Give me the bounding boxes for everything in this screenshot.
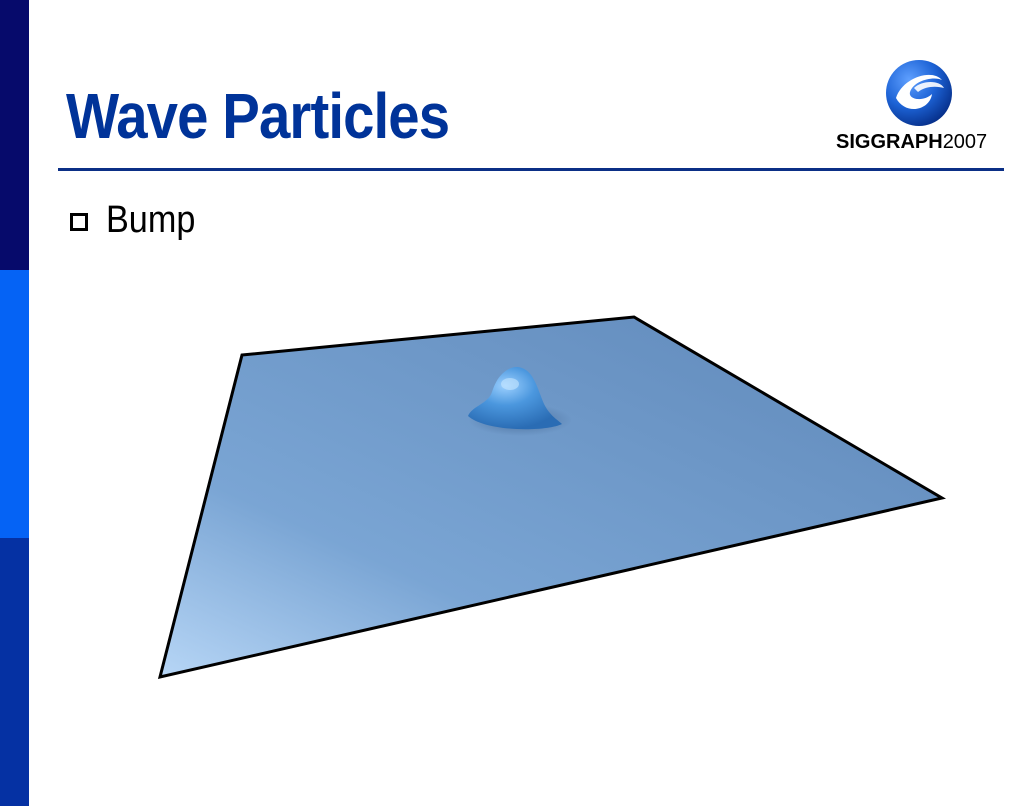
water-plane-bump-icon xyxy=(157,315,947,680)
bullet-text: Bump xyxy=(106,199,196,241)
logo-year: 2007 xyxy=(942,131,988,153)
logo-wordmark: SIGGRAPH2007 xyxy=(836,130,987,154)
slide-title: Wave Particles xyxy=(66,80,450,152)
logo-brand: SIGGRAPH xyxy=(836,131,943,153)
siggraph-globe-icon xyxy=(886,60,952,126)
title-underline xyxy=(58,168,1004,171)
sidebar-segment-top xyxy=(0,0,29,270)
siggraph-logo: SIGGRAPH2007 xyxy=(832,56,1004,160)
hollow-square-bullet-icon xyxy=(70,213,88,231)
sidebar-segment-bottom xyxy=(0,538,29,806)
sidebar-segment-middle xyxy=(0,270,29,538)
